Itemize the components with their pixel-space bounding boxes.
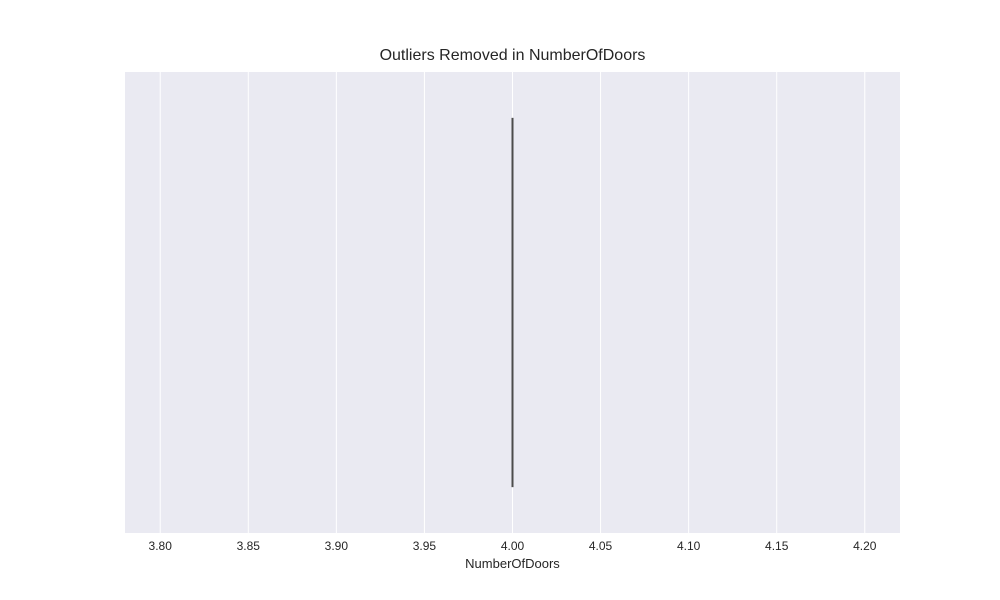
x-axis-label: NumberOfDoors [465,556,560,571]
x-tick-label: 4.15 [765,539,789,553]
x-tick-label: 3.95 [413,539,437,553]
x-tick-label: 3.90 [325,539,349,553]
x-tick-label: 3.85 [237,539,261,553]
x-tick-labels: 3.80 3.85 3.90 3.95 4.00 4.05 4.10 4.15 4.20 [149,539,877,553]
box-marks [511,117,514,488]
x-tick-label: 4.10 [677,539,701,553]
x-tick-label: 4.05 [589,539,613,553]
x-tick-label: 4.20 [853,539,877,553]
x-tick-label: 4.00 [501,539,525,553]
x-tick-label: 3.80 [149,539,173,553]
grid-lines [159,72,866,533]
chart-title: Outliers Removed in NumberOfDoors [379,47,646,64]
